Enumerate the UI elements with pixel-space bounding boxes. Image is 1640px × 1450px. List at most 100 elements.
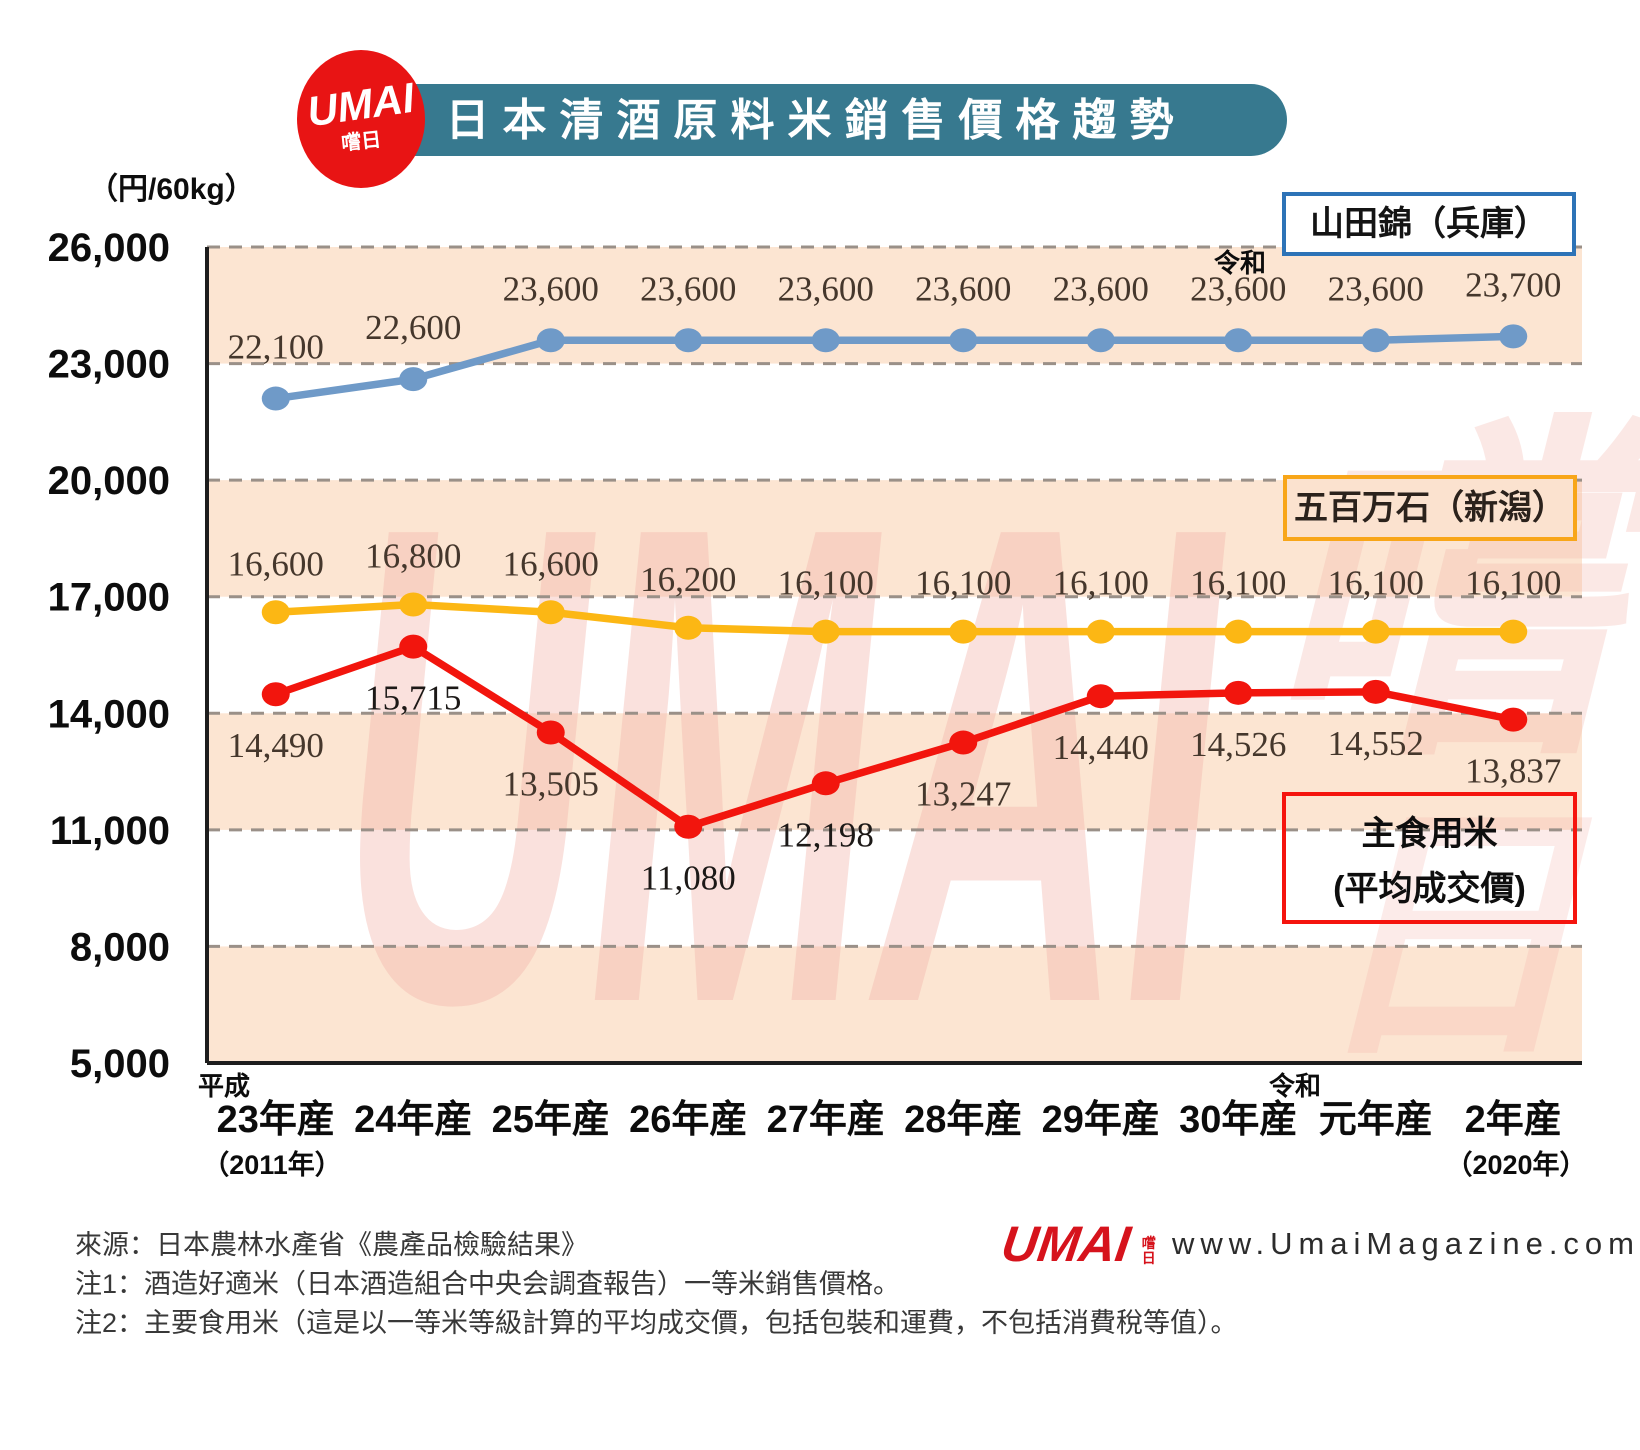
x-tick-label: 27年産 [767,1099,885,1141]
data-point [674,615,703,640]
y-tick-label: 8,000 [70,925,170,969]
y-tick-label: 14,000 [48,692,170,736]
x-tick-label: 元年産 [1319,1099,1433,1141]
data-label: 12,198 [778,815,874,854]
reiwa-top-annotation: 令和 [1213,248,1266,278]
x-tick-label: 24年産 [354,1099,472,1141]
data-label: 16,600 [228,544,324,583]
data-point [1361,679,1390,704]
data-point [1086,684,1115,709]
grid-band [207,247,1582,364]
footer-logo-cjk: 嚐日 [1141,1235,1156,1266]
data-label: 16,200 [640,560,736,599]
data-point [1224,619,1253,644]
data-point [1361,619,1390,644]
y-tick-label: 20,000 [48,459,170,503]
note-1: 注1：酒造好適米（日本酒造組合中央会調査報告）一等米銷售價格。 [75,1269,901,1299]
umai-logo-cjk-text: 嚐日 [340,128,383,155]
data-point [949,328,978,353]
legend-staple-rice: 主食用米 (平均成交價) [1282,792,1577,924]
footer-brand: UMAI 嚐日 www.UmaiMagazine.com [998,1216,1640,1272]
data-label: 23,600 [915,269,1011,308]
legend-gohyakumangoku: 五百万石（新潟） [1283,475,1577,541]
data-label: 14,526 [1190,725,1286,764]
data-point [1224,328,1253,353]
note-2: 注2：主要食用米（這是以一等米等級計算的平均成交價，包括包裝和運費，不包括消費稅… [75,1308,1238,1338]
series-line-0 [272,332,1517,403]
series-line-2 [272,642,1517,831]
data-point [536,328,565,353]
data-point [811,619,840,644]
price-trend-chart: UMAI 嚐日 26,000 23,000 20,000 17,000 14,000 11,0… [48,226,1640,1145]
data-label: 14,440 [1053,728,1149,767]
data-point [399,634,428,659]
data-point [261,386,290,411]
data-label: 11,080 [641,859,736,898]
website-url: www.UmaiMagazine.com [1172,1226,1640,1261]
data-label: 14,552 [1328,724,1424,763]
data-label: 16,100 [915,564,1011,603]
data-label: 13,247 [915,775,1011,814]
y-axis-unit-label: （円/60kg） [88,173,255,206]
legend-staple-rice-line1: 主食用米 [1361,815,1498,853]
data-point [1086,619,1115,644]
data-point [536,600,565,625]
chart-title: 日本清酒原料米銷售價格趨勢 [445,96,1187,145]
last-year-sublabel: （2020年） [1445,1150,1587,1180]
y-tick-label: 23,000 [48,343,170,387]
data-point [399,592,428,617]
x-tick-label: 2年産 [1465,1099,1562,1141]
data-label: 14,490 [228,726,324,765]
data-label: 23,600 [1328,269,1424,308]
data-label: 23,700 [1465,265,1561,304]
data-point [674,814,703,839]
x-tick-label: 26年産 [629,1099,747,1141]
footer-logo-umai: UMAI [998,1216,1134,1272]
data-label: 16,600 [503,544,599,583]
data-point [1224,680,1253,705]
data-label: 15,715 [365,679,461,718]
watermark-text: 嚐 [1265,395,1640,797]
era-label-reiwa: 令和 [1268,1071,1321,1101]
source-note: 來源：日本農林水產省《農產品檢驗結果》 [75,1230,588,1260]
umai-logo: UMAI 嚐日 [297,50,425,188]
data-point [1499,707,1528,732]
data-label: 16,100 [1465,564,1561,603]
data-point [1499,619,1528,644]
data-label: 23,600 [640,269,736,308]
data-point [261,600,290,625]
first-year-sublabel: （2011年） [202,1150,342,1180]
data-label: 16,100 [1328,564,1424,603]
data-label: 23,600 [1190,269,1286,308]
x-tick-label: 30年産 [1179,1099,1297,1141]
data-label: 23,600 [778,269,874,308]
data-label: 16,100 [1053,564,1149,603]
data-point [261,682,290,707]
data-point [1499,324,1528,349]
series-line-1 [272,600,1517,636]
watermark-text: 日 [1310,787,1593,1088]
y-tick-label: 5,000 [70,1042,170,1086]
data-label: 16,800 [365,536,461,575]
legend-staple-rice-line2: (平均成交價) [1333,870,1526,908]
data-point [536,720,565,745]
data-label: 16,100 [778,564,874,603]
data-point [811,771,840,796]
data-point [811,328,840,353]
data-label: 22,100 [228,328,324,367]
data-point [674,328,703,353]
data-point [949,730,978,755]
data-point [949,619,978,644]
y-tick-label: 26,000 [48,226,170,270]
grid-band [207,946,1582,1063]
data-label: 22,600 [365,308,461,347]
data-point [1086,328,1115,353]
data-label: 23,600 [1053,269,1149,308]
data-label: 16,100 [1190,564,1286,603]
era-label-heisei: 平成 [198,1071,251,1101]
x-tick-label: 28年産 [904,1099,1022,1141]
data-label: 13,837 [1465,752,1561,791]
umai-logo-text: UMAI [304,73,418,135]
data-point [1361,328,1390,353]
